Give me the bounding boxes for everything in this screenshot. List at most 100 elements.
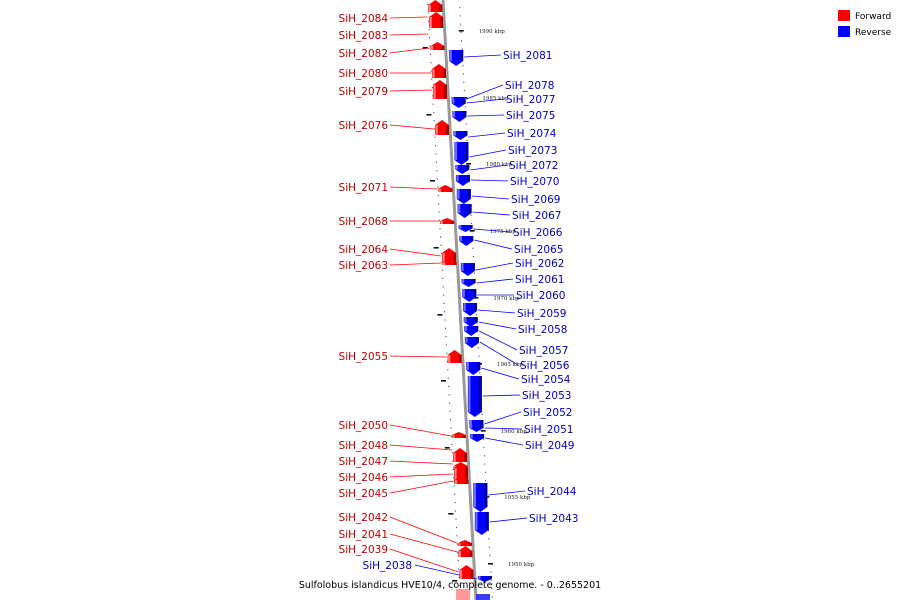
reverse-gene-label: SiH_2056 xyxy=(520,360,570,372)
tick-dot xyxy=(491,588,493,590)
leader-line xyxy=(389,460,453,465)
tick-dot xyxy=(470,214,472,216)
tick-dot xyxy=(443,294,445,296)
tick-dot xyxy=(460,31,462,34)
genome-backbone xyxy=(441,0,478,600)
tick-dot xyxy=(430,62,432,64)
tick-label: 1965 kbp xyxy=(497,362,524,368)
tick-dot xyxy=(438,211,440,213)
tick-dot xyxy=(451,443,453,446)
tick-dot xyxy=(481,413,483,415)
tick-dot xyxy=(434,128,436,130)
tick-dot xyxy=(438,203,440,205)
forward-gene-glyph xyxy=(429,12,444,28)
leader-line xyxy=(389,480,454,494)
tick-dot xyxy=(490,571,492,573)
tick-dot xyxy=(458,576,460,578)
reverse-gene-label: SiH_2053 xyxy=(522,390,571,402)
tick-dot xyxy=(464,106,466,108)
major-tick xyxy=(437,314,443,316)
tick-dot xyxy=(462,73,464,75)
tick-dot xyxy=(491,596,493,598)
tick-dot xyxy=(461,40,462,42)
leader-line xyxy=(466,98,505,104)
forward-gene-label: SiH_2042 xyxy=(339,512,388,524)
tick-dot xyxy=(489,554,491,556)
tick-dot xyxy=(453,477,455,479)
reverse-gene-glyph xyxy=(463,303,478,316)
tick-dot xyxy=(435,153,437,155)
forward-gene-glyph xyxy=(459,565,474,579)
tick-dot xyxy=(449,410,451,412)
reverse-gene-glyph xyxy=(455,165,470,174)
tick-dot xyxy=(432,103,434,105)
forward-gene-label: SiH_2047 xyxy=(339,456,388,468)
leader-line xyxy=(484,411,522,425)
reverse-gene-label: SiH_2074 xyxy=(507,128,557,140)
tick-dot xyxy=(457,560,459,562)
tick-dot xyxy=(463,90,465,92)
tick-dot xyxy=(456,535,458,537)
reverse-gene-label: SiH_2054 xyxy=(521,374,571,386)
reverse-gene-glyph xyxy=(463,317,478,327)
major-tick xyxy=(469,230,475,232)
major-tick xyxy=(452,580,457,582)
reverse-gene-glyph xyxy=(453,131,468,140)
leader-line xyxy=(479,330,518,351)
legend-label-forward: Forward xyxy=(855,12,891,22)
reverse-gene-label: SiH_2072 xyxy=(509,160,558,172)
tick-dot xyxy=(476,314,478,316)
leader-line xyxy=(470,179,509,182)
leader-line xyxy=(389,186,438,190)
leader-line xyxy=(482,394,521,397)
tick-dot xyxy=(451,435,452,437)
reverse-gene-glyph xyxy=(449,50,464,66)
tick-dot xyxy=(428,28,430,31)
reverse-gene-glyph xyxy=(466,362,481,375)
tick-dot xyxy=(442,277,444,280)
tick-dot xyxy=(445,344,447,346)
tick-label: 1985 kbp xyxy=(482,96,509,102)
tick-dot xyxy=(452,468,454,470)
forward-gene-label: SiH_2083 xyxy=(339,30,388,42)
leader-line xyxy=(475,262,514,271)
tick-dot xyxy=(454,502,456,504)
reverse-gene-glyph xyxy=(458,225,473,232)
tick-dot xyxy=(450,427,452,429)
forward-gene-glyph xyxy=(432,80,447,99)
tick-dot xyxy=(468,181,470,183)
reverse-gene-glyph xyxy=(460,263,475,276)
tick-label: 1955 kbp xyxy=(504,495,531,501)
leader-line xyxy=(478,321,517,330)
tick-dot xyxy=(451,452,453,454)
tick-dot xyxy=(459,15,461,17)
forward-gene-glyph xyxy=(453,463,468,482)
leader-line xyxy=(472,211,511,216)
tick-dot xyxy=(427,4,429,6)
reverse-gene-label: SiH_2081 xyxy=(503,50,552,62)
forward-gene-label: SiH_2076 xyxy=(339,120,389,132)
legend-swatch-forward xyxy=(838,10,850,21)
tick-dot xyxy=(443,302,445,304)
tick-dot xyxy=(439,228,441,230)
forward-gene-glyph xyxy=(438,185,453,192)
reverse-gene-label: SiH_2077 xyxy=(506,94,555,106)
tick-dot xyxy=(466,139,468,141)
leader-line xyxy=(389,424,451,437)
leader-line xyxy=(389,47,430,54)
leader-line xyxy=(484,427,523,430)
legend-label-reverse: Reverse xyxy=(855,28,892,38)
gene-glyphs xyxy=(428,0,492,600)
reverse-gene-glyph xyxy=(477,576,492,582)
major-tick xyxy=(430,180,435,182)
leader-line xyxy=(474,239,513,250)
leader-line xyxy=(470,164,508,171)
reverse-gene-glyph xyxy=(452,111,467,122)
tick-dot xyxy=(433,120,435,122)
tick-dot xyxy=(437,186,439,188)
forward-gene-label: SiH_2046 xyxy=(339,472,389,484)
tick-dot xyxy=(440,236,441,238)
reverse-gene-label: SiH_2067 xyxy=(512,210,561,222)
